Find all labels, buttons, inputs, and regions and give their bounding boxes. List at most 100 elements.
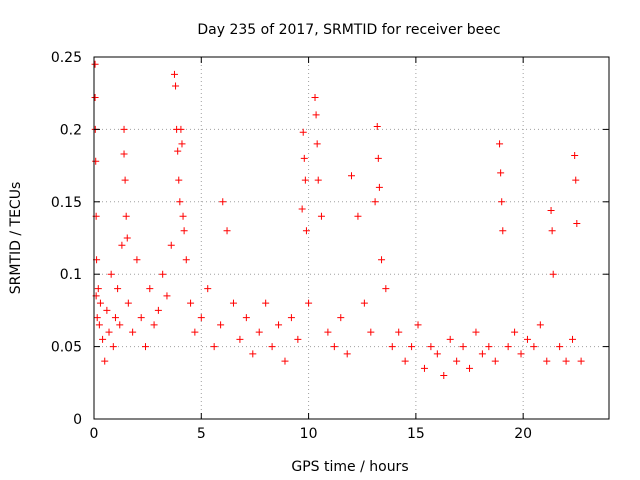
axis-tick-labels: 0 0.05 0.1 0.15 0.2 0.25 0 5 10 15 20	[51, 50, 532, 442]
y-tick-label: 0.25	[51, 50, 82, 66]
data-point	[298, 205, 306, 213]
data-point	[146, 285, 154, 293]
data-point	[543, 357, 551, 365]
data-point	[99, 335, 107, 343]
data-point	[300, 154, 308, 162]
data-point	[313, 140, 321, 148]
data-point	[301, 176, 309, 184]
x-axis-label: GPS time / hours	[291, 459, 408, 475]
data-point	[105, 328, 113, 336]
data-point	[187, 299, 195, 307]
y-tick-label: 0.2	[60, 122, 82, 138]
data-point	[177, 125, 185, 133]
data-point	[268, 343, 276, 351]
data-point	[511, 328, 519, 336]
data-point	[414, 321, 422, 329]
data-point	[120, 125, 128, 133]
y-tick-label: 0.1	[60, 267, 82, 283]
data-point	[116, 321, 124, 329]
data-point	[497, 169, 505, 177]
data-point	[287, 314, 295, 322]
data-point	[249, 350, 257, 358]
data-point	[504, 343, 512, 351]
data-point	[255, 328, 263, 336]
data-point	[317, 212, 325, 220]
grid-lines	[94, 57, 609, 419]
data-point	[120, 150, 128, 158]
data-point	[299, 128, 307, 136]
data-point	[373, 123, 381, 131]
data-point	[95, 321, 103, 329]
data-point	[472, 328, 480, 336]
data-point	[491, 357, 499, 365]
data-points	[91, 60, 585, 380]
data-point	[305, 299, 313, 307]
data-point	[174, 147, 182, 155]
data-point	[523, 335, 531, 343]
data-point	[427, 343, 435, 351]
data-point	[382, 285, 390, 293]
data-point	[170, 70, 178, 78]
plot-frame	[93, 56, 610, 420]
data-point	[93, 314, 101, 322]
data-point	[294, 335, 302, 343]
data-point	[281, 357, 289, 365]
data-point	[312, 111, 320, 119]
data-point	[478, 350, 486, 358]
data-point	[118, 241, 126, 249]
data-point	[360, 299, 368, 307]
x-tick-label: 5	[197, 426, 206, 442]
data-point	[101, 357, 109, 365]
data-point	[571, 151, 579, 159]
data-point	[217, 321, 225, 329]
data-point	[133, 256, 141, 264]
data-point	[137, 314, 145, 322]
data-point	[92, 157, 100, 165]
x-tick-label: 15	[407, 426, 425, 442]
x-tick-label: 0	[90, 426, 99, 442]
data-point	[163, 292, 171, 300]
data-point	[182, 256, 190, 264]
data-point	[499, 227, 507, 235]
data-point	[348, 172, 355, 180]
data-point	[496, 140, 504, 148]
data-point	[94, 285, 102, 293]
data-point	[375, 183, 383, 191]
data-point	[314, 176, 322, 184]
data-point	[96, 299, 104, 307]
data-point	[302, 227, 310, 235]
data-point	[159, 270, 167, 278]
data-point	[179, 212, 187, 220]
data-point	[498, 198, 506, 206]
data-point	[395, 328, 403, 336]
data-point	[154, 306, 162, 314]
data-point	[536, 321, 544, 329]
data-point	[408, 343, 416, 351]
data-point	[466, 364, 474, 372]
data-point	[172, 82, 180, 90]
data-point	[219, 198, 227, 206]
data-point	[371, 198, 379, 206]
data-point	[176, 198, 184, 206]
y-tick-label: 0	[73, 412, 82, 428]
data-point	[114, 285, 122, 293]
data-point	[223, 227, 231, 235]
data-point	[123, 234, 131, 242]
data-point	[374, 154, 382, 162]
data-point	[262, 299, 270, 307]
data-point	[453, 357, 461, 365]
data-point	[354, 212, 362, 220]
data-point	[210, 343, 218, 351]
data-point	[388, 343, 396, 351]
data-point	[530, 343, 538, 351]
data-point	[324, 328, 332, 336]
data-point	[433, 350, 441, 358]
data-point	[572, 176, 580, 184]
data-point	[556, 343, 564, 351]
data-point	[236, 335, 244, 343]
data-point	[129, 328, 137, 336]
data-point	[562, 357, 570, 365]
data-point	[440, 372, 448, 380]
data-point	[367, 328, 375, 336]
